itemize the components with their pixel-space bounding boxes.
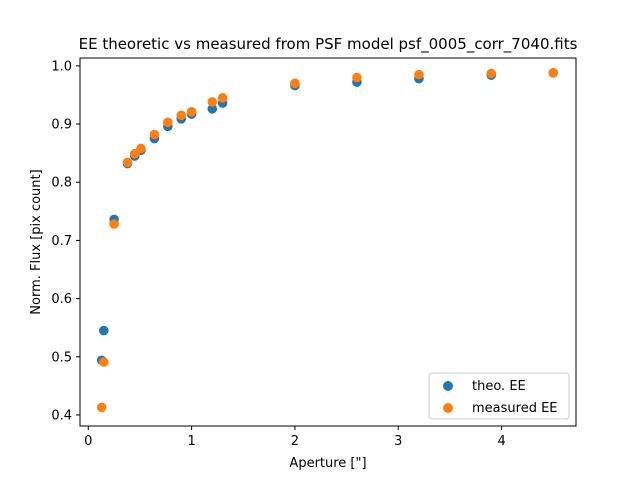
y-tick-label: 0.6: [51, 292, 72, 307]
legend: theo. EE measured EE: [428, 372, 570, 420]
measured-ee-point: [163, 117, 173, 128]
x-tick-label: 3: [394, 434, 402, 449]
theo-ee-point: [207, 104, 218, 114]
measured-ee-point: [352, 72, 362, 83]
x-tick-label: 4: [497, 434, 505, 449]
plot-frame: [79, 57, 577, 427]
y-tick-label: 0.5: [51, 350, 72, 365]
measured-ee-point: [109, 219, 119, 229]
plot-points: [96, 68, 559, 413]
x-tick-label: 1: [187, 434, 195, 449]
y-tick-label: 0.7: [51, 234, 72, 249]
y-tick-label: 1.0: [51, 59, 72, 74]
measured-ee-point: [98, 357, 109, 367]
measured-ee-point: [176, 110, 187, 121]
y-tick-label: 0.9: [51, 118, 72, 133]
measured-ee-point: [486, 68, 497, 79]
chart-title: EE theoretic vs measured from PSF model …: [79, 35, 578, 54]
legend-marker-measured: [443, 403, 453, 413]
y-axis-label: Norm. Flux [pix count]: [29, 169, 44, 314]
y-tick-label: 0.4: [51, 408, 72, 423]
x-axis-ticks: 0 1 2 3 4: [84, 426, 506, 449]
measured-ee-point: [122, 157, 133, 168]
measured-ee-point: [149, 129, 160, 140]
theo-ee-point: [98, 325, 109, 336]
x-tick-label: 2: [291, 434, 299, 449]
measured-ee-point: [136, 143, 146, 154]
measured-ee-point: [217, 93, 228, 103]
measured-ee-point: [414, 69, 424, 80]
x-axis-label: Aperture ["]: [289, 456, 366, 471]
measured-ee-point: [207, 97, 218, 107]
legend-box: [428, 372, 570, 420]
x-tick-label: 0: [84, 434, 92, 449]
legend-label-measured: measured EE: [472, 401, 558, 416]
y-tick-label: 0.8: [51, 176, 72, 191]
measured-ee-point: [548, 68, 559, 78]
measured-ee-point: [96, 402, 107, 413]
measured-ee-point: [186, 107, 197, 117]
legend-label-theo: theo. EE: [472, 379, 526, 394]
y-axis-ticks: 0.4 0.5 0.6 0.7 0.8 0.9 1.0: [51, 59, 80, 423]
legend-marker-theo: [443, 381, 453, 391]
measured-ee-point: [290, 78, 300, 89]
